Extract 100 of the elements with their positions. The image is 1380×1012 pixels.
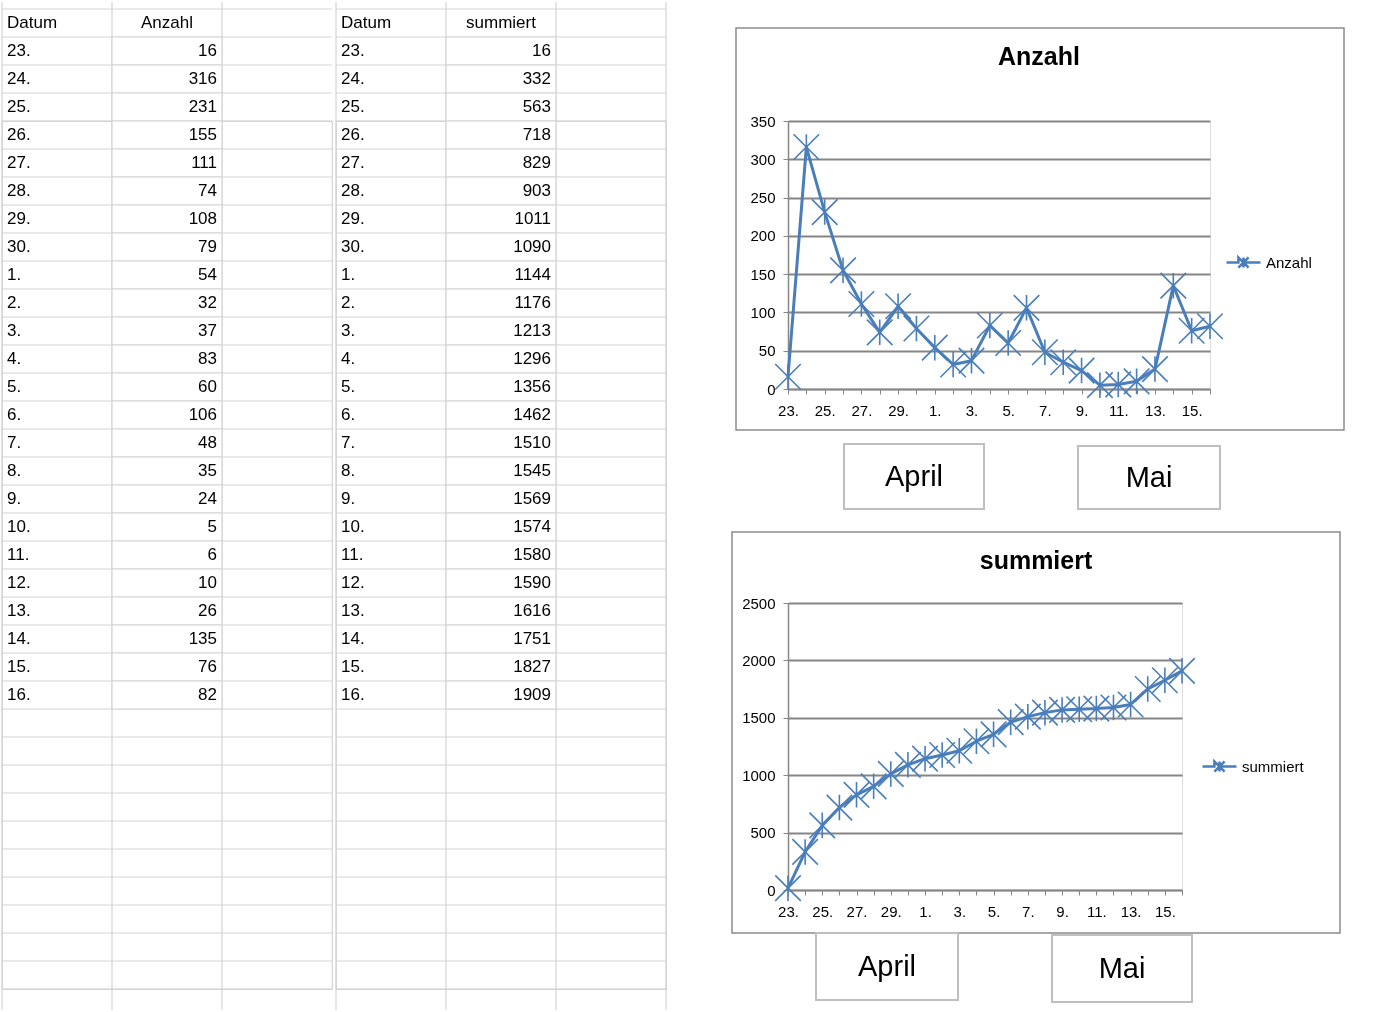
text: Mai — [1098, 951, 1146, 984]
data-label: 111 — [191, 153, 217, 172]
y-tick-label: 25. — [341, 97, 365, 116]
y-tick-label: 6. — [341, 405, 356, 424]
y-tick-label: 5. — [7, 377, 22, 396]
y-tick-label: 50 — [758, 342, 776, 360]
point — [1134, 675, 1162, 703]
data-label: 1356 — [513, 377, 551, 396]
data-label: 108 — [188, 209, 217, 228]
data-label: 1590 — [513, 573, 551, 592]
data-label: 155 — [188, 125, 217, 144]
y-tick-label: 27. — [7, 153, 31, 172]
y-tick-label: 4. — [7, 349, 22, 368]
point — [792, 133, 820, 161]
x-tick-label: 7. — [1022, 902, 1035, 920]
point — [980, 720, 1008, 748]
x-tick-label: 7. — [1039, 401, 1052, 419]
y-tick-label: 250 — [750, 189, 776, 207]
y-tick-label: 1. — [341, 265, 356, 284]
chart-title: Anzahl — [998, 42, 1080, 71]
x-tick-label: 29. — [880, 902, 902, 920]
data-label: 5 — [207, 517, 217, 536]
point — [911, 745, 939, 773]
data-label: 1011 — [514, 209, 551, 228]
point — [860, 772, 888, 800]
point — [866, 318, 894, 346]
point — [884, 292, 912, 320]
data-label: 316 — [188, 69, 217, 88]
data-label: 6 — [207, 545, 217, 564]
y-tick-label: 28. — [341, 181, 365, 200]
point — [1168, 657, 1196, 685]
point — [842, 781, 871, 809]
point — [1141, 355, 1169, 383]
point — [1159, 272, 1187, 300]
point — [957, 347, 986, 375]
data-label: 24 — [198, 489, 217, 508]
point — [811, 198, 839, 226]
data-label: 903 — [522, 181, 551, 200]
y-tick-label: 24. — [341, 69, 365, 88]
x-tick-label: 23. — [778, 902, 799, 920]
y-tick-label: 0 — [767, 380, 776, 398]
data-label: 1574 — [513, 517, 551, 536]
data-label: 1616 — [513, 601, 551, 620]
y-tick-label: 3. — [341, 321, 356, 340]
x-tick-label: 1. — [919, 902, 932, 920]
point — [1031, 338, 1059, 366]
y-tick-label: 5. — [341, 377, 356, 396]
data-label: 79 — [198, 237, 217, 256]
point — [997, 708, 1025, 736]
data-label: 1909 — [513, 685, 551, 704]
point — [1031, 699, 1059, 727]
y-tick-label: 29. — [7, 209, 31, 228]
data-label: 60 — [198, 377, 217, 396]
x-tick-label: 5. — [1002, 401, 1015, 419]
y-tick-label: 23. — [7, 41, 31, 60]
data-label: 1462 — [513, 405, 551, 424]
point — [1068, 357, 1096, 385]
data-label: 54 — [198, 265, 217, 284]
x-tick-label: 23. — [778, 401, 799, 419]
chart-title: summiert — [979, 546, 1093, 575]
y-tick-label: 8. — [7, 461, 22, 480]
y-tick-label: 14. — [7, 629, 31, 648]
point — [894, 751, 922, 779]
x-tick-label: 25. — [814, 401, 836, 419]
data-label: 1827 — [513, 657, 551, 676]
point — [1178, 317, 1206, 345]
point — [791, 838, 819, 866]
point — [962, 727, 990, 755]
data-label: 35 — [198, 461, 217, 480]
data-label: 1176 — [514, 293, 551, 312]
y-tick-label: 1000 — [742, 766, 776, 784]
x-tick-label: 27. — [846, 902, 868, 920]
data-label: 16 — [532, 41, 551, 60]
point — [976, 311, 1004, 339]
x-tick-label: 9. — [1056, 902, 1069, 920]
y-tick-label: 12. — [7, 573, 31, 592]
legend-label: summiert — [1242, 757, 1305, 775]
data-label: 1569 — [513, 489, 551, 508]
data-label: 48 — [198, 433, 217, 452]
point — [1099, 693, 1128, 722]
point — [847, 290, 875, 318]
y-tick-label: 30. — [341, 237, 365, 256]
y-tick-label: 150 — [750, 265, 776, 283]
x-tick-label: 13. — [1145, 401, 1166, 419]
x-tick-label: 11. — [1108, 401, 1129, 419]
data-label: 37 — [198, 321, 217, 340]
y-tick-label: 200 — [750, 227, 776, 245]
point — [994, 329, 1022, 357]
y-tick-label: 1. — [7, 265, 22, 284]
point — [1104, 370, 1132, 398]
text: Mai — [1125, 460, 1173, 493]
y-tick-label: 16. — [341, 685, 365, 704]
point — [774, 363, 802, 391]
x-tick-label: 15. — [1181, 401, 1203, 419]
y-tick-label: 27. — [341, 153, 365, 172]
y-tick-label: 4. — [341, 349, 356, 368]
point — [829, 256, 857, 284]
point — [921, 334, 949, 362]
data-label: 1751 — [513, 629, 551, 648]
data-label: 1090 — [513, 237, 551, 256]
